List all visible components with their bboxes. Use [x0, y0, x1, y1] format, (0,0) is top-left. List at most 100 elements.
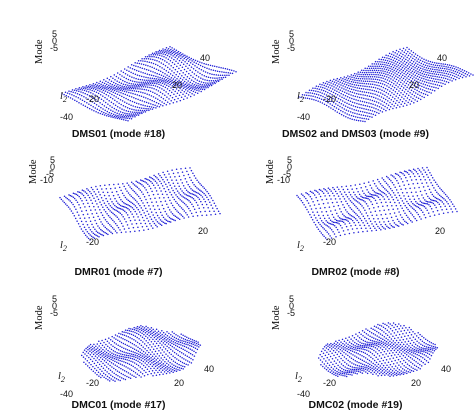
data-point	[393, 82, 395, 85]
data-point	[72, 212, 74, 215]
data-point	[133, 362, 136, 364]
data-point	[119, 89, 122, 92]
data-point	[88, 205, 91, 208]
data-point	[323, 223, 326, 225]
data-point	[444, 193, 447, 196]
data-point	[446, 75, 448, 77]
data-point	[164, 361, 166, 363]
data-point	[95, 345, 97, 347]
data-point	[120, 231, 123, 234]
data-point	[127, 192, 130, 194]
data-point	[380, 85, 383, 88]
data-point	[449, 79, 451, 81]
data-point	[185, 59, 188, 61]
data-point	[374, 329, 376, 332]
data-point	[136, 325, 139, 328]
data-point	[340, 79, 343, 82]
data-point	[117, 97, 120, 100]
data-point	[384, 374, 386, 376]
data-point	[162, 359, 164, 361]
data-point	[85, 97, 87, 99]
data-point	[351, 219, 354, 222]
data-point	[173, 343, 175, 346]
data-point	[459, 75, 462, 78]
data-point	[341, 96, 343, 98]
data-point	[78, 87, 81, 89]
data-point	[368, 78, 370, 80]
data-point	[387, 177, 389, 179]
data-point	[118, 355, 121, 357]
data-point	[413, 187, 416, 189]
data-point	[155, 355, 157, 357]
data-point	[385, 201, 387, 203]
data-point	[354, 364, 357, 366]
data-point	[181, 190, 183, 192]
data-point	[132, 370, 135, 373]
data-point	[142, 202, 144, 204]
data-point	[340, 220, 342, 222]
data-point	[164, 367, 167, 369]
data-point	[348, 368, 350, 370]
data-point	[392, 343, 395, 346]
data-point	[426, 94, 429, 96]
data-point	[126, 356, 128, 359]
data-point	[196, 348, 199, 351]
data-point	[172, 196, 174, 198]
data-point	[141, 84, 144, 86]
data-point	[408, 58, 411, 60]
data-point	[128, 200, 131, 203]
data-point	[405, 221, 408, 224]
data-point	[365, 328, 367, 330]
data-point	[174, 175, 176, 178]
data-point	[350, 342, 353, 345]
data-point	[182, 334, 184, 336]
data-point	[224, 74, 226, 77]
data-point	[139, 331, 141, 333]
data-point	[136, 206, 138, 209]
data-point	[185, 70, 188, 73]
data-point	[127, 352, 129, 354]
data-point	[83, 226, 86, 228]
data-point	[172, 66, 175, 69]
data-point	[127, 184, 130, 186]
zlabel-mode: Mode	[34, 39, 45, 64]
data-point	[348, 198, 350, 200]
data-point	[387, 338, 389, 341]
data-point	[131, 328, 134, 330]
data-point	[379, 61, 381, 63]
caption-dmr01: DMR01 (mode #7)	[74, 266, 163, 278]
data-point	[99, 194, 101, 196]
data-point	[201, 203, 204, 206]
data-point	[329, 87, 332, 89]
data-point	[428, 340, 431, 343]
data-point	[324, 87, 326, 90]
data-point	[169, 94, 172, 97]
data-point	[126, 349, 129, 351]
data-point	[65, 196, 67, 199]
data-point	[159, 362, 161, 365]
data-point	[196, 60, 199, 63]
data-point	[187, 173, 190, 176]
data-point	[194, 69, 197, 72]
data-point	[137, 59, 140, 62]
data-point	[331, 94, 333, 96]
data-point	[395, 63, 397, 65]
data-point	[414, 343, 417, 346]
data-point	[388, 372, 391, 375]
data-point	[337, 344, 339, 347]
data-point	[310, 198, 313, 200]
data-point	[134, 371, 137, 374]
data-point	[354, 79, 356, 81]
data-point	[181, 83, 183, 85]
data-point	[322, 365, 324, 368]
data-point	[177, 56, 180, 58]
data-point	[149, 208, 152, 210]
data-point	[397, 71, 400, 74]
data-point	[366, 73, 369, 76]
data-point	[203, 86, 205, 89]
data-point	[404, 79, 407, 81]
data-point	[149, 82, 152, 84]
data-point	[158, 222, 160, 224]
data-point	[303, 204, 305, 206]
data-point	[335, 226, 337, 229]
